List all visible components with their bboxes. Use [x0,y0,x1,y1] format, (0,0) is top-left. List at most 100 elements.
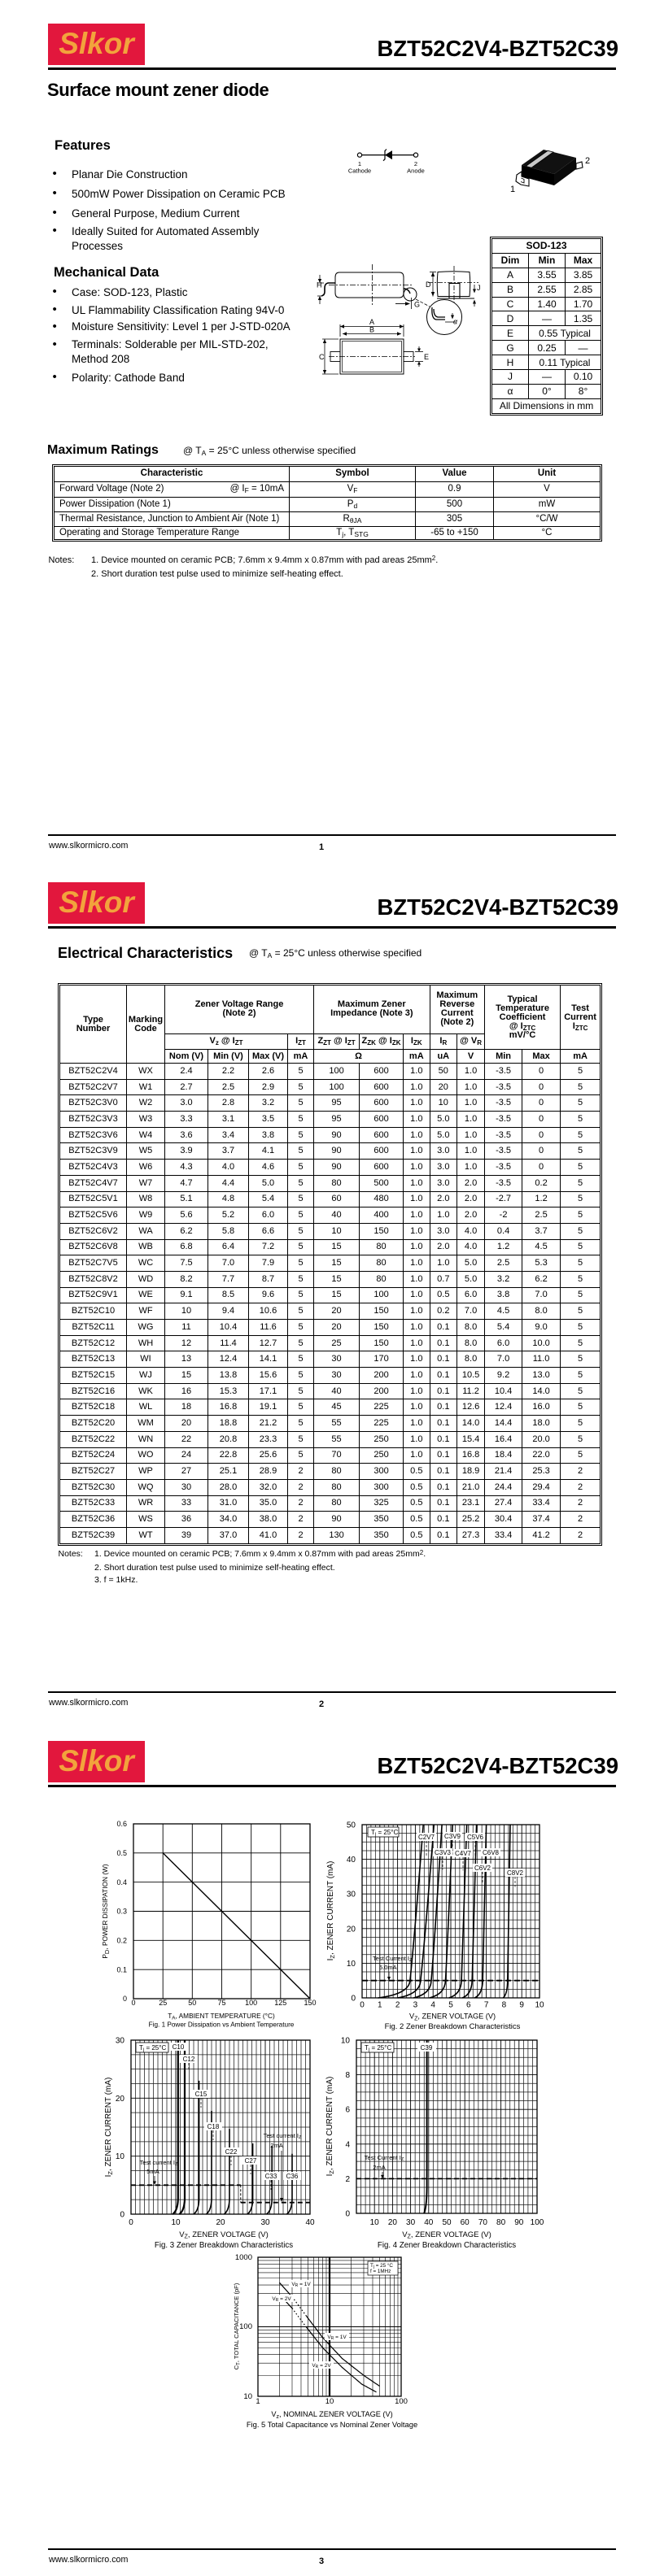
svg-text:VZ, ZENER VOLTAGE (V): VZ, ZENER VOLTAGE (V) [179,2230,269,2240]
svg-text:0: 0 [351,1995,356,2004]
svg-text:90: 90 [514,2218,524,2227]
svg-text:C22: C22 [225,2148,238,2156]
svg-text:30: 30 [116,2037,125,2046]
svg-text:J: J [477,284,481,292]
svg-text:A: A [369,318,374,326]
svg-text:4: 4 [430,2001,435,2010]
svg-text:Tj = 25 °C: Tj = 25 °C [370,2262,393,2269]
svg-text:10: 10 [171,2218,181,2227]
svg-text:100: 100 [239,2322,252,2331]
svg-text:5.0mA: 5.0mA [379,1964,397,1971]
svg-text:C4V7: C4V7 [455,1850,472,1857]
svg-text:75: 75 [217,1999,225,2007]
svg-text:50: 50 [442,2218,452,2227]
svg-text:0.2: 0.2 [116,1937,127,1945]
svg-text:4: 4 [345,2140,350,2149]
svg-text:VZ, ZENER VOLTAGE (V): VZ, ZENER VOLTAGE (V) [402,2230,491,2240]
svg-text:0: 0 [120,2211,124,2220]
svg-text:6: 6 [345,2106,350,2115]
svg-text:20: 20 [216,2218,225,2227]
svg-text:H: H [317,281,322,289]
svg-text:Fig. 4 Zener Breakdown Charac: Fig. 4 Zener Breakdown Characteristics [378,2241,516,2250]
svg-text:20: 20 [347,1925,356,1934]
svg-text:6: 6 [466,2001,471,2010]
svg-text:Vz, NOMINAL ZENER VOLTAGE (V): Vz, NOMINAL ZENER VOLTAGE (V) [271,2410,392,2420]
svg-text:Fig. 3 Zener Breakdown Charac: Fig. 3 Zener Breakdown Characteristics [155,2241,293,2250]
svg-text:G: G [414,301,420,309]
svg-text:0.5: 0.5 [116,1849,127,1857]
svg-text:25: 25 [159,1999,167,2007]
svg-text:1: 1 [358,160,361,168]
svg-text:2mA: 2mA [270,2142,282,2149]
svg-text:C5V6: C5V6 [467,1834,484,1841]
svg-text:20: 20 [388,2218,398,2227]
svg-text:TA, AMBIENT TEMPERATURE (°C): TA, AMBIENT TEMPERATURE (°C) [168,2012,275,2021]
svg-text:30: 30 [347,1891,356,1899]
svg-text:0: 0 [123,1995,127,2003]
svg-text:CT, TOTAL CAPACITANCE (pF): CT, TOTAL CAPACITANCE (pF) [233,2282,242,2369]
svg-text:E: E [424,353,429,361]
svg-text:1: 1 [378,2001,382,2010]
svg-text:VR = 1V: VR = 1V [327,2334,347,2341]
svg-text:5mA: 5mA [146,2168,159,2175]
svg-text:5: 5 [448,2001,453,2010]
svg-text:C3V9: C3V9 [444,1833,461,1840]
svg-text:Anode: Anode [407,168,425,175]
svg-text:f = 1MHz: f = 1MHz [370,2269,391,2274]
svg-text:60: 60 [461,2218,470,2227]
svg-text:0.6: 0.6 [116,1820,127,1828]
svg-text:2: 2 [585,156,590,166]
svg-text:1: 1 [256,2397,260,2406]
svg-text:IZ, ZENER CURRENT (mA): IZ, ZENER CURRENT (mA) [326,1861,336,1961]
svg-text:C2V7: C2V7 [418,1834,435,1841]
svg-text:2mA: 2mA [373,2164,385,2171]
svg-text:100: 100 [531,2218,544,2227]
svg-text:0: 0 [360,2001,365,2010]
svg-text:40: 40 [305,2218,315,2227]
svg-text:C33: C33 [265,2173,277,2180]
svg-text:Test current IZ: Test current IZ [264,2132,302,2140]
svg-text:Tj = 25°C: Tj = 25°C [139,2044,166,2053]
svg-text:C10: C10 [173,2043,185,2051]
svg-text:C27: C27 [245,2157,257,2165]
svg-text:10: 10 [116,2152,125,2161]
svg-text:Tj = 25°C: Tj = 25°C [371,1829,398,1838]
svg-text:10: 10 [347,1960,356,1969]
svg-text:50: 50 [347,1821,356,1830]
svg-text:C39: C39 [421,2044,433,2052]
svg-text:C36: C36 [286,2173,299,2180]
svg-text:80: 80 [496,2218,506,2227]
svg-text:10: 10 [243,2392,252,2401]
svg-text:70: 70 [478,2218,488,2227]
svg-text:Fig. 5 Total Capacitance vs N: Fig. 5 Total Capacitance vs Nominal Zene… [247,2420,417,2429]
svg-text:40: 40 [424,2218,434,2227]
svg-text:Test Current IZ: Test Current IZ [373,1955,413,1963]
svg-text:8: 8 [502,2001,507,2010]
svg-text:0.1: 0.1 [116,1965,127,1973]
svg-text:3: 3 [413,2001,418,2010]
svg-text:150: 150 [304,1999,316,2007]
svg-text:30: 30 [406,2218,416,2227]
svg-text:IZ, ZENER CURRENT (mA): IZ, ZENER CURRENT (mA) [325,2077,335,2177]
svg-text:2: 2 [345,2175,350,2184]
svg-text:0: 0 [345,2210,350,2219]
svg-text:10: 10 [535,2001,544,2010]
svg-text:20: 20 [116,2095,125,2104]
svg-text:10: 10 [341,2037,351,2046]
svg-text:Cathode: Cathode [348,168,371,175]
svg-text:D: D [426,281,431,289]
svg-text:10: 10 [370,2218,380,2227]
svg-text:C15: C15 [195,2091,208,2098]
svg-text:40: 40 [347,1856,356,1865]
svg-text:Test Current IZ: Test Current IZ [365,2154,404,2162]
svg-text:100: 100 [395,2397,408,2406]
svg-text:Test current IZ: Test current IZ [140,2159,178,2167]
svg-text:0.4: 0.4 [116,1878,127,1886]
svg-text:100: 100 [245,1999,257,2007]
svg-text:C: C [319,353,325,361]
svg-text:VZ, ZENER VOLTAGE (V): VZ, ZENER VOLTAGE (V) [409,2012,496,2022]
svg-text:30: 30 [260,2218,270,2227]
svg-text:50: 50 [188,1999,196,2007]
svg-text:C18: C18 [208,2123,220,2130]
svg-text:2: 2 [395,2001,400,2010]
